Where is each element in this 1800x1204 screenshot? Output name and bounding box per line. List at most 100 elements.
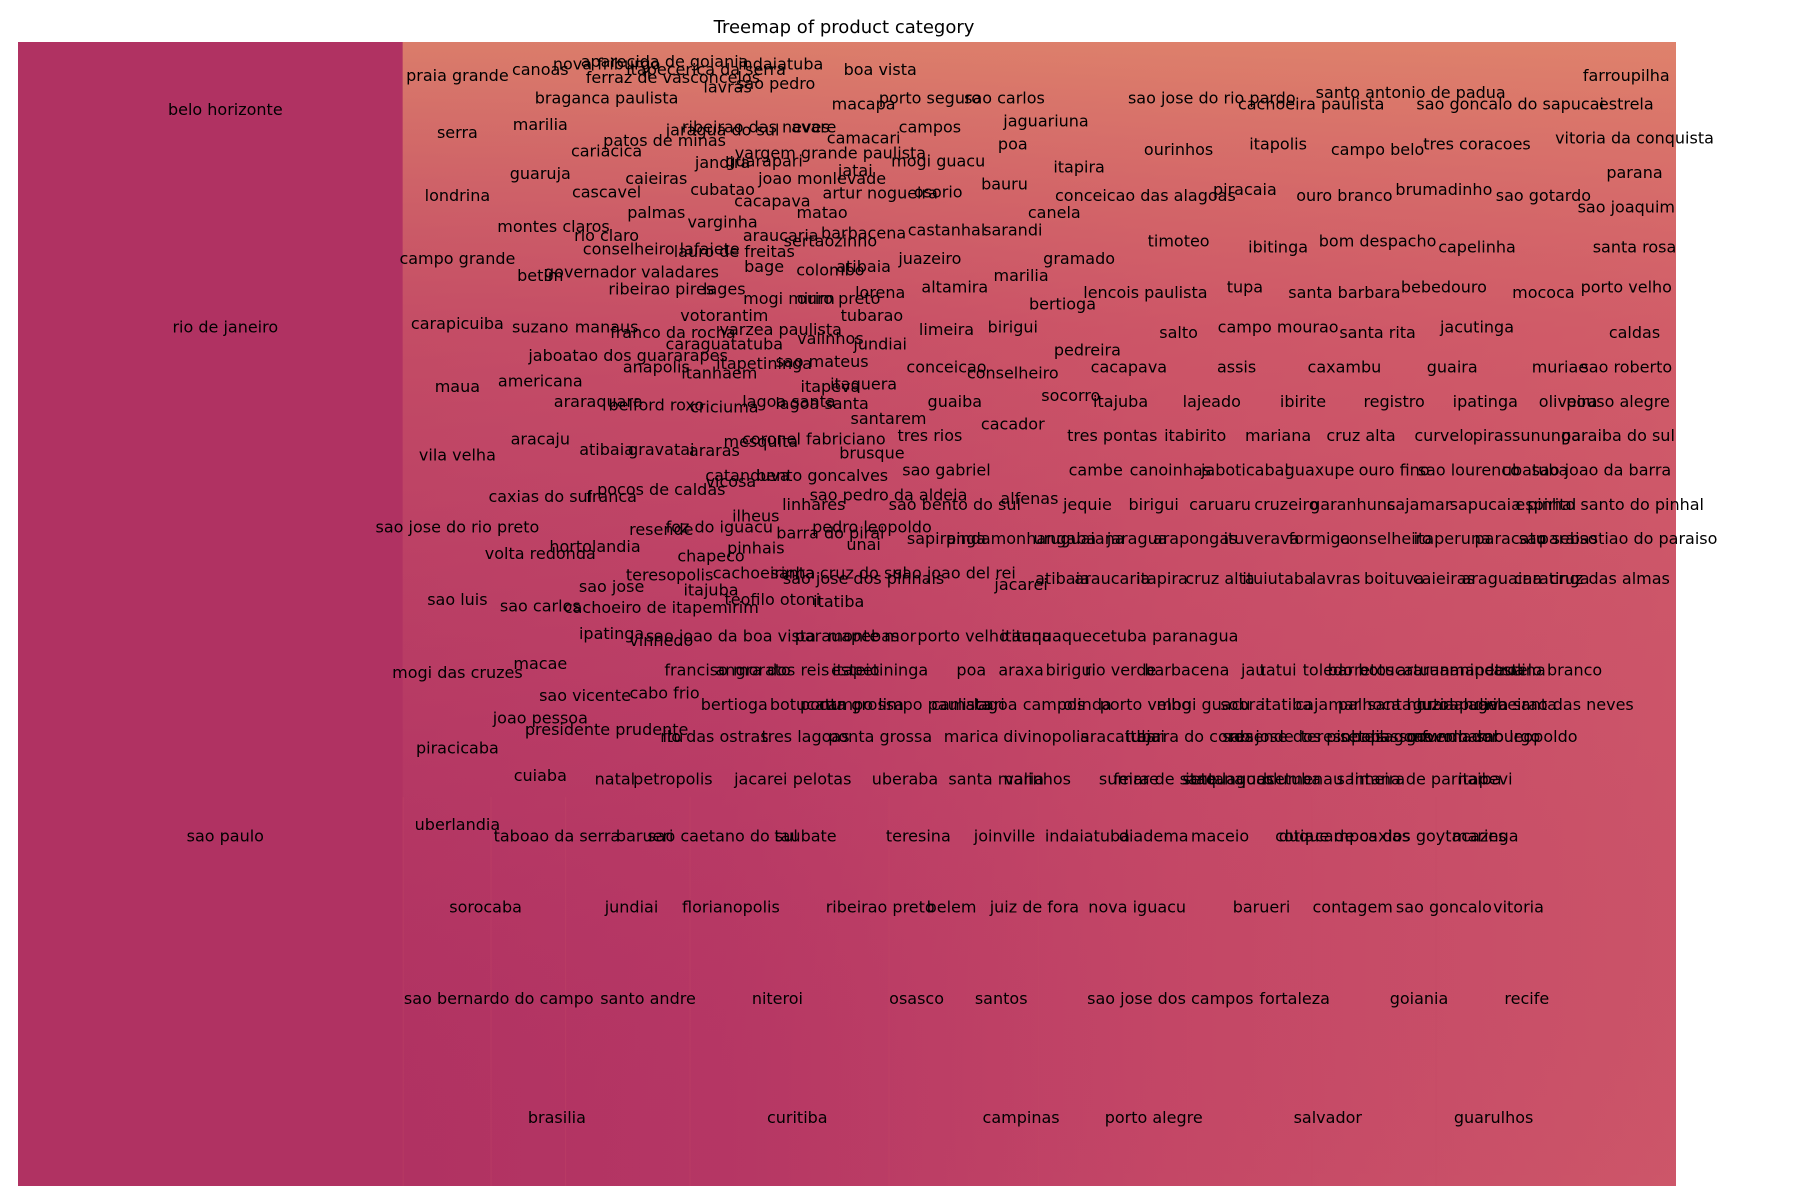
tile-label: itapetininga: [832, 661, 928, 680]
tile-label: caraguatatuba: [666, 335, 784, 354]
tile-label: paraiso: [1539, 529, 1598, 548]
tile-label: olinda: [1063, 695, 1112, 714]
tile-label: jundiai: [604, 898, 659, 917]
tile-label: ibitinga: [1248, 237, 1308, 256]
tile-label: curitiba: [767, 1108, 828, 1127]
tile-label: pouso alegre: [1566, 392, 1670, 411]
tile-label: cacapava: [734, 192, 810, 211]
tile-label: jequie: [1062, 495, 1112, 514]
tile-label: mogi das cruzes: [392, 663, 523, 682]
tile-label: cajamar: [1387, 495, 1452, 514]
tile-label: barbacena: [1144, 661, 1229, 680]
tile-label: sao carlos: [500, 597, 581, 616]
tile-label: sao joao del rei: [894, 564, 1016, 583]
tile-label: tupa: [1227, 278, 1263, 297]
tile-label: ituiutaba: [1242, 569, 1313, 588]
tile-label: mogi guacu: [891, 152, 985, 171]
tile-label: duque de caxias: [1279, 827, 1410, 846]
tile-label: caruaru: [1189, 495, 1251, 514]
tile-label: campos: [899, 117, 961, 136]
tile-label: pinhal: [1527, 495, 1576, 514]
tile-label: palhoca: [1338, 695, 1401, 714]
tile-label: santa maria: [948, 769, 1044, 788]
tile-label: altamira: [921, 278, 988, 297]
tile-label: ouro preto: [797, 289, 880, 308]
tile-label: mesquita: [724, 432, 799, 451]
tile-label: pocos de caldas: [597, 480, 725, 499]
tile-label: castanhal: [908, 220, 986, 239]
tile-label: canela: [1028, 203, 1081, 222]
tile-label: resende: [629, 520, 693, 539]
tile-label: praia grande: [406, 66, 509, 85]
tile-label: foz do iguacu: [666, 518, 773, 537]
tile-label: diadema: [1119, 827, 1189, 846]
tile-label: marilia: [994, 266, 1049, 285]
tile-label: aracaju: [511, 430, 570, 449]
tile-label: guaruja: [510, 164, 571, 183]
tile-label: marilia: [513, 115, 568, 134]
tile-label: bom despacho: [1319, 232, 1437, 251]
tile-label: campo mourao: [1218, 318, 1339, 337]
tile-label: gramado: [1043, 249, 1115, 268]
tile-label: brusque: [839, 443, 904, 462]
tile-label: rio das ostras: [660, 727, 768, 746]
tile-label: assis: [1217, 358, 1256, 377]
tile-label: jaragua: [1106, 529, 1168, 548]
tile-label: curvelo: [1414, 426, 1473, 445]
tile-label: conselheiro: [1340, 529, 1432, 548]
tile-label: serra: [437, 123, 478, 142]
tile-label: ipatinga: [579, 624, 644, 643]
tile-label: jacutinga: [1439, 318, 1514, 337]
tile-label: itapira: [1053, 157, 1105, 176]
tile-label: braganca paulista: [535, 89, 679, 108]
tile-label: muriae: [1532, 358, 1588, 377]
tile-label: caieiras: [625, 169, 687, 188]
tile-label: cacador: [981, 415, 1045, 434]
tile-label: santarem: [850, 409, 926, 428]
tile-label: barra do pirai: [776, 523, 884, 542]
tile-label: joao pessoa: [492, 709, 588, 728]
tile-label: ananindeua: [1430, 661, 1524, 680]
tile-label: sao joaquim: [1578, 197, 1675, 216]
tile-label: botucatu: [1358, 661, 1429, 680]
tile-label: itajuba: [683, 581, 738, 600]
tile-label: anapolis: [623, 358, 690, 377]
tile-label: araucaria: [1074, 569, 1150, 588]
tile-label: santa rita: [1339, 323, 1416, 342]
tile-label: paraiba do sul: [1561, 426, 1675, 445]
tile-label: volta redonda: [485, 544, 596, 563]
tile-label: rio verde: [1085, 661, 1157, 680]
tile-label: feira de santana: [1113, 769, 1244, 788]
tile-label: maceio: [1191, 827, 1249, 846]
tile-label: paracatu: [1475, 529, 1546, 548]
tile-label: brasilia: [528, 1108, 586, 1127]
tile-label: birigui: [1129, 495, 1179, 514]
tile-label: cruz alta: [1185, 569, 1254, 588]
chart-title: Treemap of product category: [713, 17, 975, 38]
tile-label: santa barbara: [1288, 283, 1400, 302]
tile-label: taboao da serra: [494, 827, 621, 846]
tile-label: itatiba: [813, 592, 864, 611]
tile-label: caratinga: [1514, 569, 1590, 588]
tile-label: tatui: [1260, 661, 1297, 680]
tile-label: oliveira: [1539, 392, 1598, 411]
tile-label: paranagua: [1152, 626, 1238, 645]
tile-label: sertaozinho: [784, 232, 878, 251]
tile-label: sao goncalo: [1396, 898, 1492, 917]
tile-label: formiga: [1289, 529, 1351, 548]
tile-label: campo limpo paulista: [819, 695, 991, 714]
tile-label: sao jose dos pinhais: [1222, 727, 1383, 746]
tile-label: tres coracoes: [1423, 135, 1531, 154]
tile-label: araxa: [998, 661, 1043, 680]
tile-label: sete lagoas: [1182, 769, 1274, 788]
tile-label: garanhuns: [1310, 495, 1395, 514]
tile-label: itatiba: [1261, 695, 1312, 714]
tile-label: sao pedro: [736, 74, 815, 93]
tile-label: cabo frio: [630, 684, 700, 703]
tile-label: campos dos goytacazes: [1315, 827, 1507, 846]
tile-label: boituva: [1364, 569, 1424, 588]
tile-label: ribeirao das neves: [1486, 695, 1634, 714]
tile-label: estrela: [1599, 94, 1654, 113]
tile-label: porto velho: [917, 626, 1008, 645]
tile-label: sao paulo: [187, 827, 264, 846]
